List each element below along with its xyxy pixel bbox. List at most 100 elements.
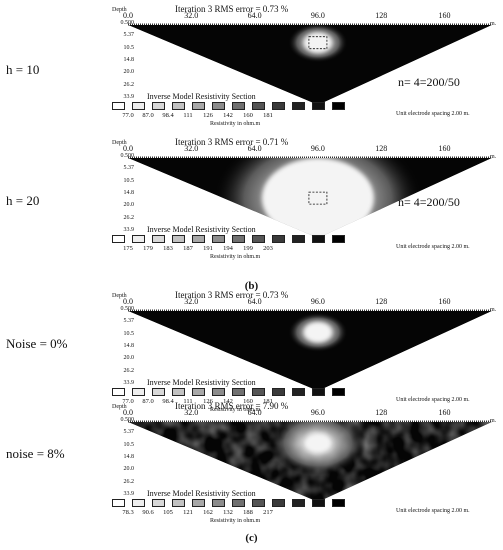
- x-axis-unit: m.: [490, 154, 497, 160]
- x-tick-label: 128: [375, 144, 388, 153]
- array-n-label: n= 4=200/50: [398, 75, 460, 89]
- depth-tick-label: 20.0: [123, 69, 135, 76]
- x-tick-label: 64.0: [247, 144, 262, 153]
- x-tick-label: 32.0: [184, 408, 199, 417]
- depth-axis: 0.500 5.37 10.5 14.8 20.0 26.2 33.9: [108, 20, 135, 101]
- depth-axis: 0.500 5.37 10.5 14.8 20.0 26.2 33.9: [108, 417, 135, 498]
- legend-value: 179: [143, 245, 153, 252]
- legend-swatch: [292, 102, 305, 110]
- color-legend: [112, 102, 362, 111]
- legend-value: 142: [223, 398, 233, 405]
- electrode-spacing: Unit electrode spacing 2.00 m.: [396, 111, 470, 117]
- legend-swatch: [152, 102, 165, 110]
- depth-tick-label: 26.2: [123, 81, 135, 88]
- depth-axis: 0.500 5.37 10.5 14.8 20.0 26.2 33.9: [108, 153, 135, 234]
- legend-values: 175 179 183 187 191 194 199 203: [112, 245, 362, 254]
- depth-tick-label: 0.500: [120, 20, 135, 26]
- resistive-anomaly: [261, 158, 374, 238]
- legend-swatch: [312, 102, 325, 110]
- legend-swatch: [172, 102, 185, 110]
- legend-swatch: [332, 102, 345, 110]
- x-tick-label: 128: [375, 297, 388, 306]
- legend-swatch: [112, 235, 125, 243]
- x-tick-label: 128: [375, 11, 388, 20]
- panel-3: Noise = 0% Depth Iteration 3 RMS error = 0…: [0, 290, 503, 413]
- x-tick-label: 64.0: [247, 297, 262, 306]
- color-legend: [112, 388, 362, 397]
- resistivity-unit: Resistivity in ohm.m: [210, 254, 261, 260]
- electrode-spacing: Unit electrode spacing 2.00 m.: [396, 508, 470, 514]
- depth-tick-label: 10.5: [123, 177, 135, 184]
- caption-c: (c): [245, 532, 258, 544]
- legend-value: 105: [163, 509, 173, 516]
- x-axis-ticks: 0.0 32.0 64.0 96.0 128 160: [123, 297, 498, 309]
- legend-swatch: [292, 388, 305, 396]
- legend-swatch: [192, 388, 205, 396]
- legend-value: 87.0: [142, 398, 154, 405]
- legend-swatch: [152, 499, 165, 507]
- resistivity-section: [128, 23, 492, 105]
- resistivity-section: [128, 309, 492, 391]
- depth-tick-label: 20.0: [123, 202, 135, 209]
- legend-swatch: [252, 499, 265, 507]
- legend-swatch: [312, 235, 325, 243]
- legend-swatch: [272, 388, 285, 396]
- legend-value: 181: [263, 112, 273, 119]
- legend-values: 77.0 87.0 98.4 111 126 142 160 181: [112, 112, 362, 121]
- depth-tick-label: 10.5: [123, 44, 135, 51]
- depth-tick-label: 5.37: [123, 318, 135, 325]
- legend-swatch: [192, 499, 205, 507]
- x-tick-label: 0.0: [123, 11, 133, 20]
- target-outline: [308, 191, 328, 205]
- depth-title: Depth: [112, 7, 127, 13]
- legend-swatch: [252, 235, 265, 243]
- x-tick-label: 160: [438, 144, 451, 153]
- side-label: h = 20: [6, 193, 40, 208]
- color-legend: [112, 499, 362, 508]
- legend-swatch: [232, 499, 245, 507]
- legend-value: 132: [223, 509, 233, 516]
- legend-swatch: [312, 499, 325, 507]
- resistivity-section: [128, 156, 492, 238]
- resistivity-section: [128, 420, 492, 502]
- legend-swatch: [232, 388, 245, 396]
- legend-swatch: [292, 235, 305, 243]
- legend-title: Inverse Model Resistivity Section: [147, 92, 256, 101]
- x-tick-label: 96.0: [310, 11, 325, 20]
- legend-title: Inverse Model Resistivity Section: [147, 489, 256, 498]
- depth-tick-label: 33.9: [123, 227, 135, 233]
- target-outline: [308, 36, 328, 50]
- legend-values: 77.0 87.0 98.4 111 126 142 160 181: [112, 398, 362, 407]
- depth-tick-label: 14.8: [123, 454, 135, 460]
- depth-tick-label: 33.9: [123, 380, 135, 386]
- x-tick-label: 160: [438, 11, 451, 20]
- legend-value: 160: [243, 112, 253, 119]
- depth-tick-label: 0.500: [120, 417, 135, 423]
- legend-value: 203: [263, 245, 273, 252]
- side-label: noise = 8%: [6, 446, 65, 461]
- legend-swatch: [252, 102, 265, 110]
- resistive-anomaly: [303, 433, 332, 454]
- x-axis-unit: m.: [490, 21, 497, 27]
- legend-swatch: [232, 235, 245, 243]
- section-background: [128, 25, 492, 105]
- x-tick-label: 0.0: [123, 408, 133, 417]
- x-tick-label: 96.0: [310, 144, 325, 153]
- depth-tick-label: 5.37: [123, 429, 135, 436]
- legend-value: 87.0: [142, 112, 154, 119]
- resistivity-unit: Resistivity in ohm.m: [210, 407, 261, 413]
- depth-tick-label: 10.5: [123, 441, 135, 448]
- x-tick-label: 128: [375, 408, 388, 417]
- electrode-spacing: Unit electrode spacing 2.00 m.: [396, 244, 470, 250]
- legend-value: 191: [203, 245, 213, 252]
- x-axis-unit: m.: [490, 307, 497, 313]
- depth-tick-label: 10.5: [123, 330, 135, 337]
- depth-tick-label: 20.0: [123, 466, 135, 473]
- legend-swatch: [252, 388, 265, 396]
- x-tick-label: 96.0: [310, 408, 325, 417]
- legend-swatch: [192, 102, 205, 110]
- x-tick-label: 0.0: [123, 144, 133, 153]
- iteration-rms-label: Iteration 3 RMS error = 7.90 %: [175, 401, 289, 411]
- legend-value: 111: [183, 398, 193, 405]
- legend-value: 111: [183, 112, 193, 119]
